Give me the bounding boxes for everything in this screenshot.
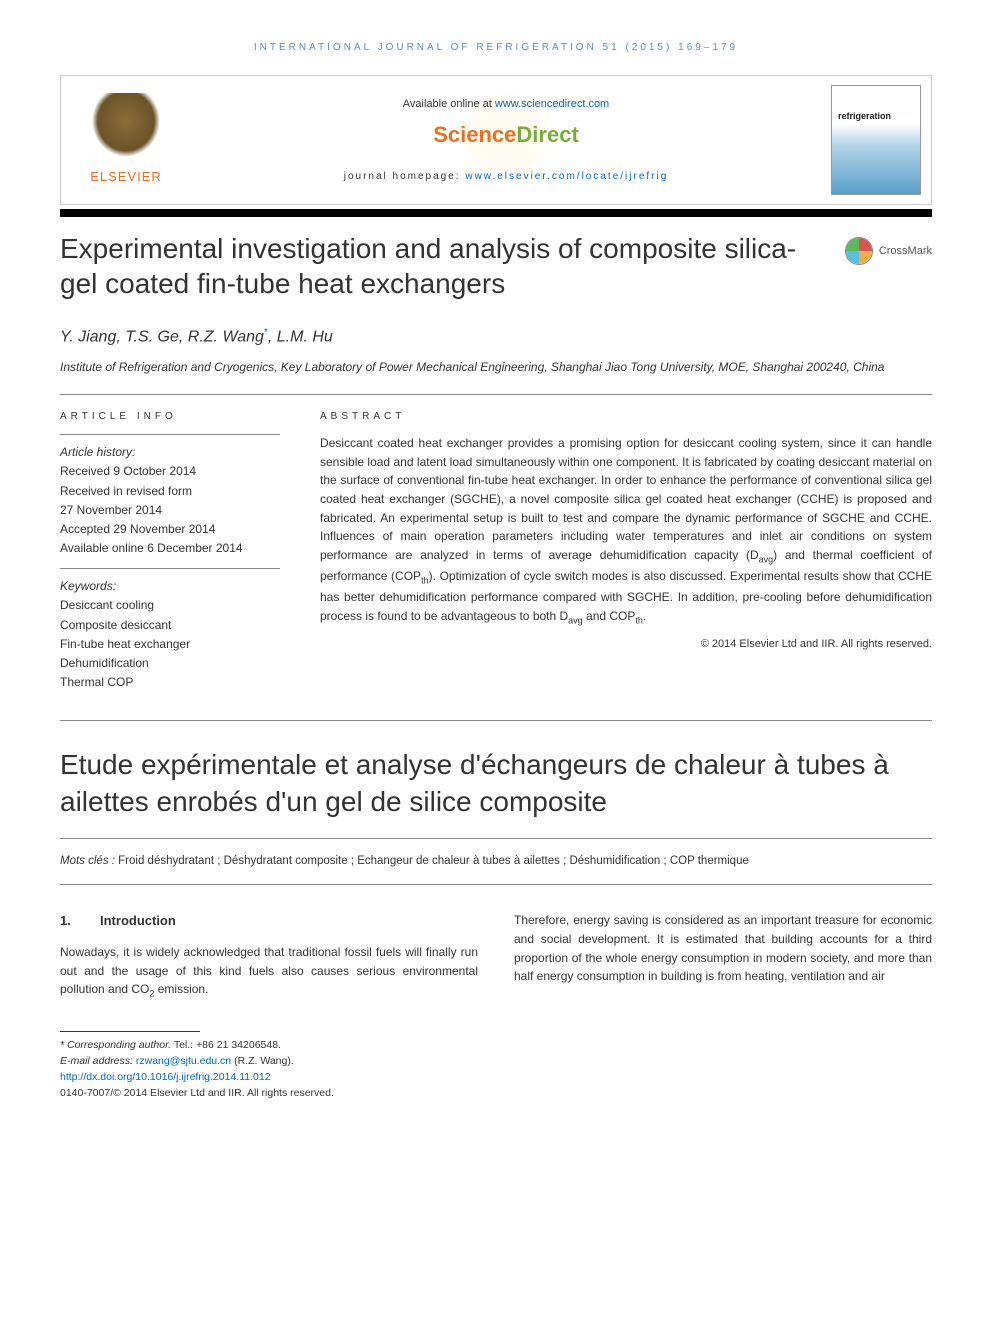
history-accepted: Accepted 29 November 2014: [60, 520, 280, 539]
crossmark-label: CrossMark: [879, 243, 932, 260]
thick-rule: [60, 209, 932, 217]
corr-label: * Corresponding author.: [60, 1039, 171, 1051]
abs-sub: th: [635, 615, 643, 625]
keywords-label: Keywords:: [60, 577, 280, 596]
footnote-rule: [60, 1031, 200, 1032]
keyword-item: Dehumidification: [60, 654, 280, 673]
email-link[interactable]: rzwang@sjtu.edu.cn: [136, 1055, 231, 1067]
issn-line: 0140-7007/© 2014 Elsevier Ltd and IIR. A…: [60, 1086, 932, 1102]
rule-below-mots: [60, 884, 932, 885]
copyright-line: © 2014 Elsevier Ltd and IIR. All rights …: [320, 636, 932, 653]
abs-seg: and COP: [583, 609, 636, 623]
section-1-num: 1.: [60, 911, 100, 931]
homepage-prefix: journal homepage:: [344, 171, 466, 182]
sciencedirect-link[interactable]: www.sciencedirect.com: [495, 98, 609, 110]
history-label: Article history:: [60, 443, 280, 462]
abs-sub: th: [421, 575, 429, 585]
keyword-item: Composite desiccant: [60, 616, 280, 635]
rule-above-info: [60, 394, 932, 395]
body-columns: 1.Introduction Nowadays, it is widely ac…: [60, 911, 932, 1001]
journal-cover-thumbnail: refrigeration: [831, 85, 921, 195]
abs-seg: Desiccant coated heat exchanger provides…: [320, 436, 932, 562]
abs-seg: .: [643, 609, 646, 623]
french-title: Etude expérimentale et analyse d'échange…: [60, 747, 932, 820]
crossmark-icon: [845, 237, 873, 265]
email-label: E-mail address:: [60, 1055, 136, 1067]
keyword-item: Fin-tube heat exchanger: [60, 635, 280, 654]
available-online-line: Available online at www.sciencedirect.co…: [403, 96, 609, 113]
banner-center: Available online at www.sciencedirect.co…: [191, 76, 821, 204]
abstract-label: ABSTRACT: [320, 409, 932, 424]
abs-sub: avg: [568, 615, 583, 625]
crossmark-badge[interactable]: CrossMark: [845, 237, 932, 265]
section-1-title: Introduction: [100, 913, 176, 928]
article-info-column: ARTICLE INFO Article history: Received 9…: [60, 409, 280, 702]
available-prefix: Available online at: [403, 98, 495, 110]
elsevier-tree-icon: [86, 93, 166, 163]
email-tail: (R.Z. Wang).: [231, 1055, 294, 1067]
abstract-text: Desiccant coated heat exchanger provides…: [320, 434, 932, 628]
sciencedirect-logo: ScienceDirect: [433, 118, 579, 151]
footnotes: * Corresponding author. Tel.: +86 21 342…: [60, 1038, 932, 1101]
mots-cles-label: Mots clés :: [60, 855, 118, 867]
mots-cles-text: Froid déshydratant ; Déshydratant compos…: [118, 855, 749, 867]
journal-cover-title: refrigeration: [838, 110, 891, 124]
journal-homepage-link[interactable]: www.elsevier.com/locate/ijrefrig: [465, 171, 668, 182]
article-info-label: ARTICLE INFO: [60, 409, 280, 424]
journal-banner: ELSEVIER Available online at www.science…: [60, 75, 932, 205]
history-online: Available online 6 December 2014: [60, 539, 280, 558]
affiliation: Institute of Refrigeration and Cryogenic…: [60, 359, 932, 376]
intro-seg: Nowadays, it is widely acknowledged that…: [60, 945, 478, 996]
journal-cover-cell: refrigeration: [821, 76, 931, 204]
authors-main: Y. Jiang, T.S. Ge, R.Z. Wang: [60, 328, 264, 345]
email-line: E-mail address: rzwang@sjtu.edu.cn (R.Z.…: [60, 1054, 932, 1070]
history-received: Received 9 October 2014: [60, 462, 280, 481]
history-revised-line1: Received in revised form: [60, 482, 280, 501]
sd-part1: Science: [433, 122, 516, 147]
intro-para-right: Therefore, energy saving is considered a…: [514, 911, 932, 985]
running-head: INTERNATIONAL JOURNAL OF REFRIGERATION 5…: [60, 40, 932, 55]
keyword-item: Thermal COP: [60, 673, 280, 692]
body-col-right: Therefore, energy saving is considered a…: [514, 911, 932, 1001]
article-history-block: Article history: Received 9 October 2014…: [60, 434, 280, 568]
rule-below-abstract: [60, 720, 932, 721]
intro-para-left: Nowadays, it is widely acknowledged that…: [60, 943, 478, 1002]
keywords-block: Keywords: Desiccant cooling Composite de…: [60, 568, 280, 702]
body-col-left: 1.Introduction Nowadays, it is widely ac…: [60, 911, 478, 1001]
abs-sub: avg: [759, 554, 774, 564]
article-title: Experimental investigation and analysis …: [60, 231, 825, 301]
keyword-item: Desiccant cooling: [60, 596, 280, 615]
sd-part2: Direct: [516, 122, 578, 147]
mots-cles-line: Mots clés : Froid déshydratant ; Déshydr…: [60, 853, 932, 870]
intro-seg: emission.: [154, 982, 208, 996]
author-list: Y. Jiang, T.S. Ge, R.Z. Wang*, L.M. Hu: [60, 325, 932, 349]
corresponding-author-line: * Corresponding author. Tel.: +86 21 342…: [60, 1038, 932, 1054]
authors-tail: , L.M. Hu: [268, 328, 333, 345]
section-1-heading: 1.Introduction: [60, 911, 478, 931]
journal-homepage-line: journal homepage: www.elsevier.com/locat…: [344, 169, 669, 184]
history-revised-line2: 27 November 2014: [60, 501, 280, 520]
elsevier-label: ELSEVIER: [90, 167, 162, 187]
corr-tel: Tel.: +86 21 34206548.: [171, 1039, 281, 1051]
rule-above-mots: [60, 838, 932, 839]
abstract-column: ABSTRACT Desiccant coated heat exchanger…: [320, 409, 932, 702]
doi-link[interactable]: http://dx.doi.org/10.1016/j.ijrefrig.201…: [60, 1071, 271, 1083]
elsevier-logo-cell: ELSEVIER: [61, 76, 191, 204]
